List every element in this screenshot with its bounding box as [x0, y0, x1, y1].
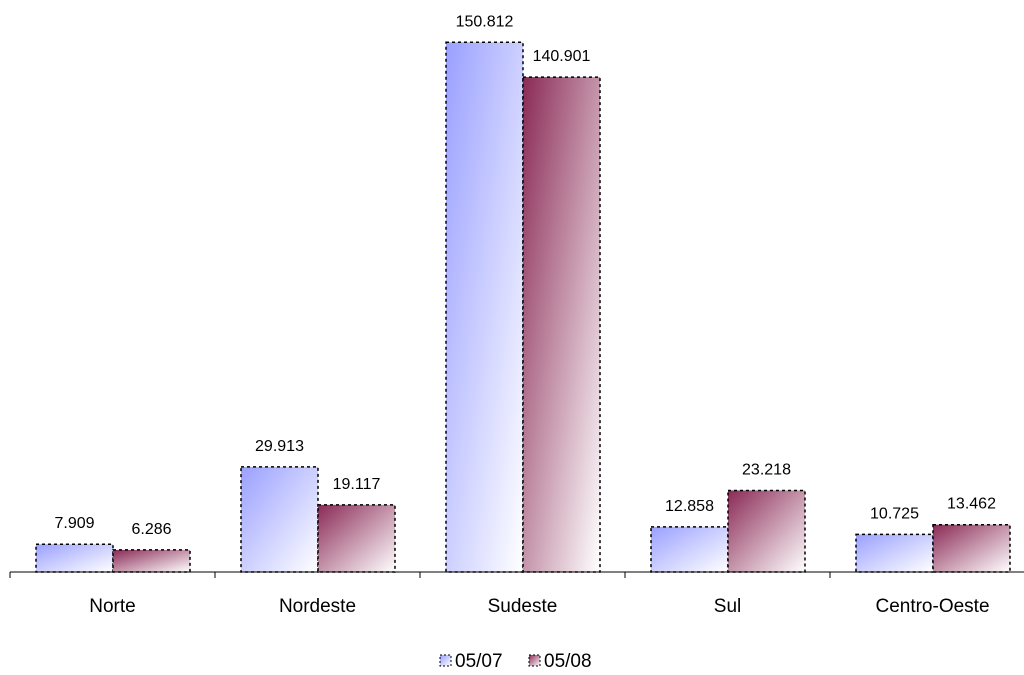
data-label: 12.858: [665, 498, 714, 515]
legend-label-05-07: 05/07: [455, 651, 503, 672]
bars-group: [35, 41, 1011, 573]
category-label: Nordeste: [279, 596, 356, 617]
data-label: 150.812: [456, 13, 514, 30]
category-label: Sudeste: [488, 596, 558, 617]
data-labels-group: 7.909 6.286 29.913 19.117 150.812 140.901 12.8…: [54, 13, 996, 538]
legend-label-05-08: 05/08: [544, 651, 592, 672]
data-label: 6.286: [131, 521, 171, 538]
category-label: Centro-Oeste: [875, 596, 989, 617]
data-label: 19.117: [333, 476, 381, 493]
data-label: 10.725: [870, 505, 919, 522]
data-label: 140.901: [533, 48, 591, 65]
bar-05-07-centro-oeste: [855, 533, 934, 573]
bar-05-07-norte: [35, 543, 114, 573]
data-label: 7.909: [54, 515, 94, 532]
bar-05-08-centro-oeste: [932, 523, 1011, 573]
bar-05-07-sudeste: [445, 41, 524, 573]
data-label: 13.462: [947, 496, 996, 513]
legend: 05/07 05/08: [439, 651, 592, 672]
legend-swatch-05-07: [439, 654, 452, 667]
x-axis: [9, 571, 1024, 578]
bar-05-08-sul: [727, 489, 806, 573]
bar-05-08-norte: [112, 549, 191, 573]
bar-05-08-nordeste: [317, 504, 396, 573]
data-label: 29.913: [255, 438, 304, 455]
category-label: Sul: [714, 596, 741, 617]
category-label: Norte: [89, 596, 135, 617]
bar-05-08-sudeste: [522, 76, 601, 573]
legend-swatch-05-08: [528, 654, 541, 667]
bar-05-07-nordeste: [240, 466, 319, 573]
bar-05-07-sul: [650, 526, 729, 573]
category-labels-group: Norte Nordeste Sudeste Sul Centro-Oeste: [89, 596, 989, 617]
data-label: 23.218: [742, 461, 791, 478]
